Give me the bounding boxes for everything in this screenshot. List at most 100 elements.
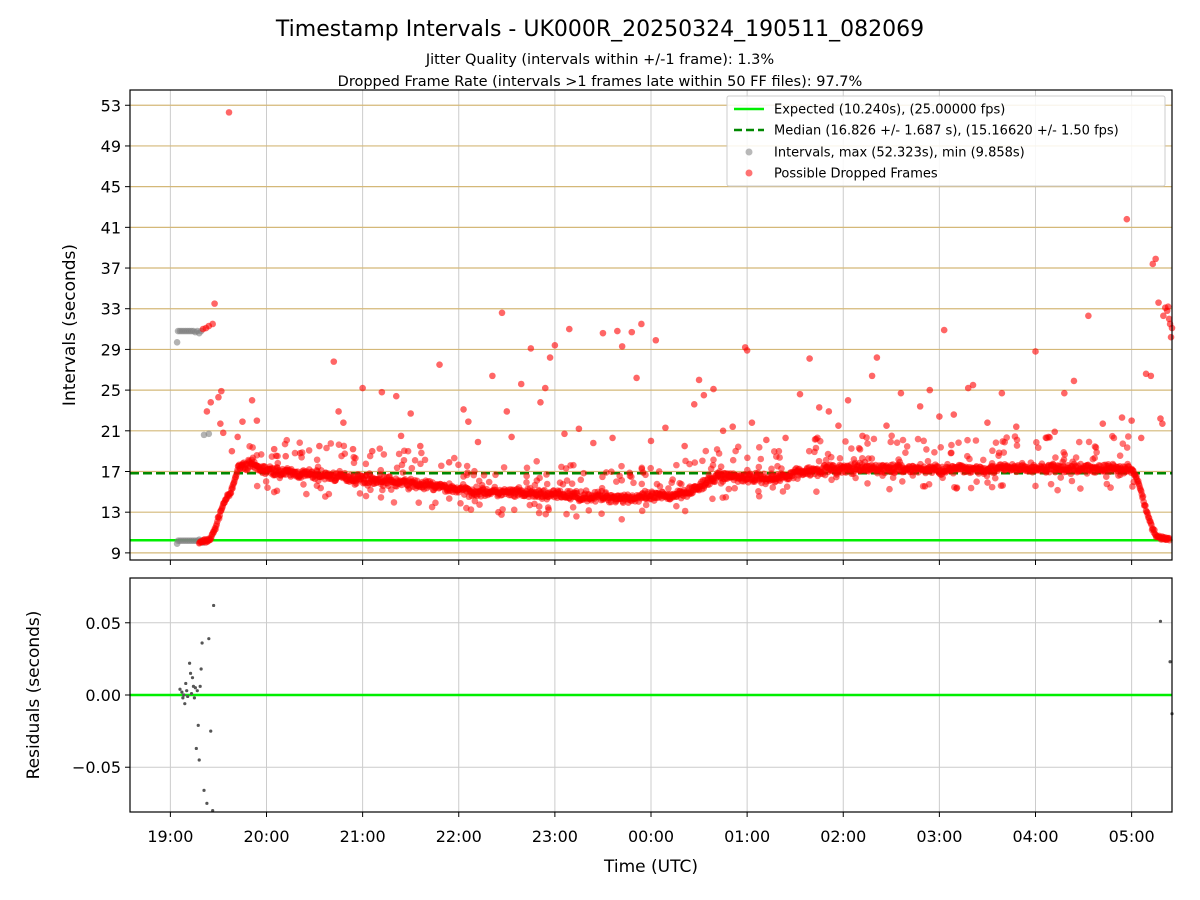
dropped-scatter-point-1705 [296,439,304,447]
dropped-scatter-point-1959 [1052,454,1059,461]
dropped-outlier-point-35 [465,418,472,425]
dropped-scatter-point-1825 [655,468,663,475]
dropped-scatter-point-1918 [914,435,922,443]
dropped-scatter-point-1828 [681,507,689,515]
dropped-outlier-point-40 [508,433,515,441]
dropped-outlier-point-32 [436,361,443,368]
dropped-scatter-point-1827 [639,469,647,476]
dropped-outlier-point-55 [628,328,636,336]
dropped-scatter-point-1733 [380,451,388,458]
dropped-outlier-point-10 [219,429,227,437]
dropped-scatter-point-1687 [253,482,261,490]
dropped-scatter-point-1750 [455,461,462,469]
dropped-scatter-point-1893 [859,454,866,462]
dropped-outlier-point-114 [1164,303,1172,310]
dropped-outlier-point-30 [407,410,414,417]
dropped-scatter-point-1851 [717,480,725,487]
dropped-scatter-point-1916 [909,472,917,479]
dropped-scatter-point-1919 [920,437,927,445]
dropped-scatter-point-1764 [495,508,502,516]
dropped-outlier-point-83 [897,389,905,397]
dropped-outlier-point-58 [647,437,655,445]
dropped-outlier-point-42 [527,345,535,352]
dropped-outlier-point-39 [503,408,511,415]
residuals-ytick-label-0: −0.05 [72,758,121,777]
dropped-scatter-point-1846 [725,485,733,493]
residual-point-24 [207,637,211,641]
dropped-outlier-point-111 [1160,312,1167,320]
residual-point-29 [1168,660,1172,664]
dropped-scatter-point-1855 [755,463,763,471]
dropped-outlier-point-52 [609,434,616,442]
residual-point-27 [211,808,215,813]
dropped-outlier-point-38 [498,309,506,317]
dropped-outlier-point-88 [950,411,958,418]
dropped-scatter-point-1786 [536,474,543,482]
dropped-outlier-point-105 [1147,372,1155,380]
residual-point-16 [195,689,199,693]
dropped-scatter-point-1753 [445,495,453,502]
dropped-scatter-point-1956 [1033,439,1040,446]
dropped-scatter-point-1752 [457,500,464,507]
dropped-scatter-point-1774 [523,464,531,472]
legend-median-label: Median (16.826 +/- 1.687 s), (15.16620 +… [774,124,1119,139]
dropped-outlier-point-11 [225,109,233,116]
legend-dropped-label: Possible Dropped Frames [774,167,938,182]
dropped-scatter-point-1856 [755,444,763,451]
dropped-scatter-point-1983 [1116,452,1124,459]
dropped-outlier-point-49 [575,425,583,433]
dropped-scatter-point-1915 [899,478,906,485]
dropped-scatter-point-1954 [997,482,1005,489]
xtick-label-3: 22:00 [436,827,482,846]
residual-point-1 [180,690,184,694]
residual-point-18 [197,758,201,762]
dropped-scatter-point-1829 [691,459,699,466]
residual-point-21 [200,641,204,645]
residual-point-23 [205,801,209,805]
dropped-scatter-point-1835 [668,479,675,486]
dropped-scatter-point-1742 [415,499,423,506]
intervals-ytick-label-1: 13 [101,503,121,522]
dropped-outlier-point-78 [844,396,852,404]
dropped-scatter-point-1826 [656,483,664,490]
dropped-scatter-point-1802 [568,480,576,488]
dropped-scatter-point-1836 [673,461,680,469]
figure-subtitle-jitter: Jitter Quality (intervals within +/-1 fr… [425,52,774,68]
dropped-scatter-point-1971 [1054,486,1061,494]
dropped-outlier-point-53 [614,327,621,335]
dropped-outlier-point-17 [270,445,278,453]
dropped-scatter-point-1986 [1119,440,1127,448]
dropped-scatter-point-1714 [335,441,343,448]
dropped-outlier-point-102 [1128,417,1135,424]
dropped-scatter-point-1720 [321,493,329,500]
residual-point-11 [190,676,195,680]
dropped-scatter-point-1896 [887,438,895,446]
xtick-label-7: 02:00 [820,827,866,846]
dropped-outlier-point-56 [633,374,640,382]
dropped-outlier-point-75 [815,404,823,411]
dropped-scatter-point-1837 [678,480,685,488]
dropped-scatter-point-1718 [350,453,358,461]
dropped-scatter-point-1965 [1045,433,1052,441]
dropped-scatter-point-1858 [755,492,763,500]
dropped-outlier-point-99 [1099,420,1107,427]
dropped-scatter-point-1708 [303,490,310,498]
dropped-scatter-point-1730 [379,486,386,494]
dropped-scatter-point-1683 [262,478,270,485]
dropped-scatter-point-1935 [966,455,973,463]
dropped-outlier-point-27 [378,388,386,396]
dropped-outlier-point-93 [1012,423,1020,431]
dropped-outlier-point-71 [763,436,770,444]
intervals-ytick-label-11: 53 [101,96,121,115]
dropped-scatter-point-1728 [362,492,370,500]
dropped-outlier-point-101 [1123,215,1131,223]
residual-point-3 [182,693,186,697]
dropped-scatter-point-1936 [951,483,958,491]
dropped-scatter-point-1868 [779,488,787,495]
residual-point-2 [181,696,185,700]
dropped-scatter-point-1686 [249,444,256,451]
dropped-scatter-point-1976 [1085,438,1093,446]
residual-point-17 [196,723,200,727]
dropped-scatter-point-1948 [1032,482,1039,490]
